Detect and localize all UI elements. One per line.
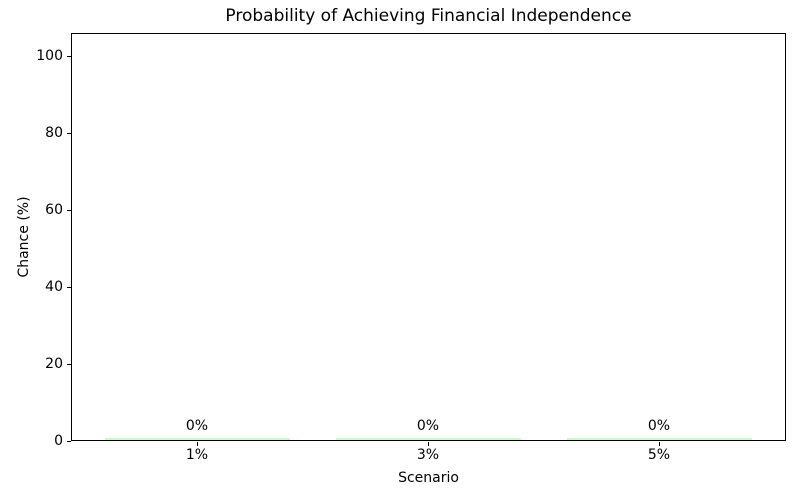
bar [104, 438, 290, 440]
x-tick-label: 5% [647, 447, 671, 463]
x-tick-mark [197, 442, 198, 446]
y-tick-label: 40 [45, 279, 63, 295]
y-tick-label: 60 [45, 202, 63, 218]
bar-value-label: 0% [647, 418, 671, 434]
x-tick-label: 1% [185, 447, 209, 463]
x-tick-mark [428, 442, 429, 446]
x-axis-label: Scenario [398, 470, 459, 486]
y-tick-label: 80 [45, 125, 63, 141]
y-tick-mark [67, 133, 71, 134]
y-tick-label: 20 [45, 356, 63, 372]
chart-title: Probability of Achieving Financial Indep… [225, 6, 632, 26]
y-tick-mark [67, 364, 71, 365]
bar-value-label: 0% [185, 418, 209, 434]
y-tick-mark [67, 210, 71, 211]
y-tick-mark [67, 441, 71, 442]
x-tick-mark [659, 442, 660, 446]
bar [566, 438, 752, 440]
x-tick-label: 3% [416, 447, 440, 463]
y-tick-label: 100 [36, 48, 63, 64]
y-tick-label: 0 [54, 433, 63, 449]
y-tick-mark [67, 56, 71, 57]
y-tick-mark [67, 287, 71, 288]
bar-value-label: 0% [416, 418, 440, 434]
plot-area [71, 33, 786, 441]
bar [335, 438, 521, 440]
